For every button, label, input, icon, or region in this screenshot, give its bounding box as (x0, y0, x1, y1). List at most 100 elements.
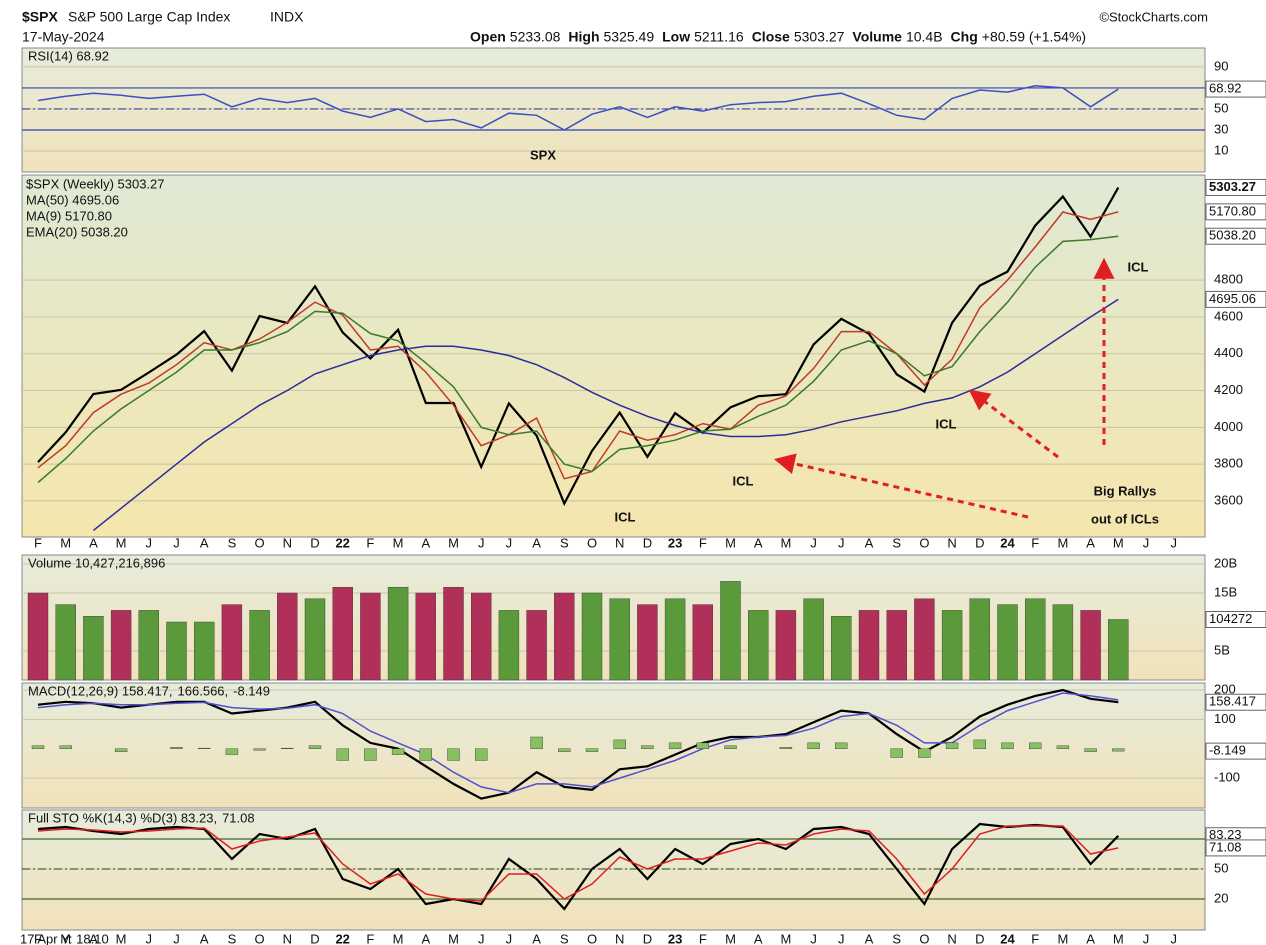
value-tag-box (1205, 203, 1266, 221)
bar (308, 745, 322, 749)
bar (613, 739, 626, 749)
x-tick-label: J (1170, 931, 1177, 945)
legend-entry: $SPX (Weekly) 5303.27 (26, 176, 165, 191)
x-tick-label: A (754, 535, 763, 550)
quote-value: +80.59 (+1.54%) (982, 29, 1086, 45)
y-tick-label: 100 (1214, 711, 1236, 726)
x-tick-label: A (200, 931, 209, 945)
series-line (37, 186, 1120, 507)
x-tick-label: S (228, 535, 237, 550)
x-tick-label: F (1031, 931, 1039, 945)
y-tick-label: 20 (1214, 890, 1228, 905)
x-tick-label: M (60, 535, 71, 550)
bar (886, 610, 907, 681)
bar (391, 748, 405, 755)
x-tick-label: M (1113, 931, 1124, 945)
bar (1024, 598, 1046, 681)
x-tick-label: M (116, 535, 127, 550)
bar (138, 610, 160, 681)
bar (803, 598, 824, 681)
bar (1084, 748, 1097, 752)
y-tick-label: 4000 (1214, 419, 1243, 434)
bar (664, 598, 686, 681)
x-tick-label: F (34, 931, 42, 945)
series-line (37, 822, 1120, 911)
x-tick-label: D (975, 535, 984, 550)
x-tick-label: A (89, 535, 98, 550)
bar (114, 748, 128, 752)
bar (696, 742, 709, 749)
x-tick-label: O (587, 535, 597, 550)
bar (443, 586, 464, 681)
bar (779, 747, 793, 749)
annotation: Big Rallys (1094, 483, 1157, 498)
x-tick-label: S (892, 931, 901, 945)
x-tick-label: M (1057, 535, 1068, 550)
bar (166, 621, 187, 681)
bar (27, 592, 49, 681)
annotation: ICL (936, 416, 957, 431)
bar (1080, 610, 1101, 681)
x-tick-label: M (60, 931, 71, 945)
x-tick-label: J (810, 931, 817, 945)
x-tick-label: O (255, 535, 265, 550)
bar (83, 615, 104, 681)
y-tick-label: 4200 (1214, 382, 1243, 397)
bar (170, 747, 183, 749)
bar (775, 610, 797, 681)
x-tick-label: N (947, 931, 956, 945)
value-tag: 4695.06 (1209, 291, 1256, 306)
x-tick-label: M (1113, 535, 1124, 550)
bar (1001, 742, 1014, 749)
bar (668, 742, 682, 749)
y-tick-label: 200 (1214, 681, 1236, 696)
value-tag: -8.149 (1209, 743, 1246, 758)
x-tick-label: M (725, 931, 736, 945)
x-tick-label: 23 (668, 535, 682, 550)
x-tick-label: S (560, 535, 569, 550)
value-tag-box (1205, 178, 1266, 196)
index-name: S&P 500 Large Cap Index (68, 9, 230, 25)
source: ©StockCharts.com (1099, 9, 1208, 24)
bar (641, 745, 654, 749)
x-tick-label: A (200, 535, 209, 550)
x-tick-label: 22 (335, 931, 349, 945)
quote-label: Chg (951, 29, 978, 45)
bar (724, 745, 737, 749)
bar (554, 592, 575, 681)
y-tick-label: 4400 (1214, 345, 1243, 360)
legend-entry: Full STO %K(14,3) %D(3) 83.23, (28, 810, 217, 825)
value-tag: 5038.20 (1209, 228, 1256, 243)
bar (59, 745, 72, 749)
x-tick-label: A (1086, 931, 1095, 945)
symbol: $SPX (22, 9, 58, 25)
value-tag-box (1205, 80, 1266, 98)
value-tag-box (1205, 693, 1266, 711)
legend-entry: RSI(14) 68.92 (28, 48, 109, 63)
value-tag: 71.08 (1209, 839, 1242, 854)
series-line (37, 211, 1119, 480)
x-tick-label: 24 (1000, 535, 1015, 550)
value-tag: 158.417 (1209, 694, 1256, 709)
quote-value: 5233.08 (510, 29, 561, 45)
x-tick-label: 22 (335, 535, 349, 550)
panel-bg (21, 174, 1206, 538)
bar (581, 592, 603, 681)
x-tick-label: J (173, 931, 180, 945)
bar (997, 604, 1018, 681)
x-tick-label: S (560, 931, 569, 945)
legend-entry: -8.149 (233, 683, 270, 698)
x-tick-label: O (587, 931, 597, 945)
x-tick-label: A (865, 931, 874, 945)
value-tag: 83.23 (1209, 827, 1242, 842)
quote-label: Low (662, 29, 690, 45)
bar (1052, 604, 1074, 681)
x-tick-label: J (173, 535, 180, 550)
x-tick-label: F (1031, 535, 1039, 550)
arrows (773, 257, 1115, 519)
bar (55, 604, 76, 681)
x-tick-label: M (393, 931, 404, 945)
x-tick-label: J (506, 931, 513, 945)
x-tick-label: O (919, 931, 929, 945)
value-tag-box (1205, 742, 1266, 760)
